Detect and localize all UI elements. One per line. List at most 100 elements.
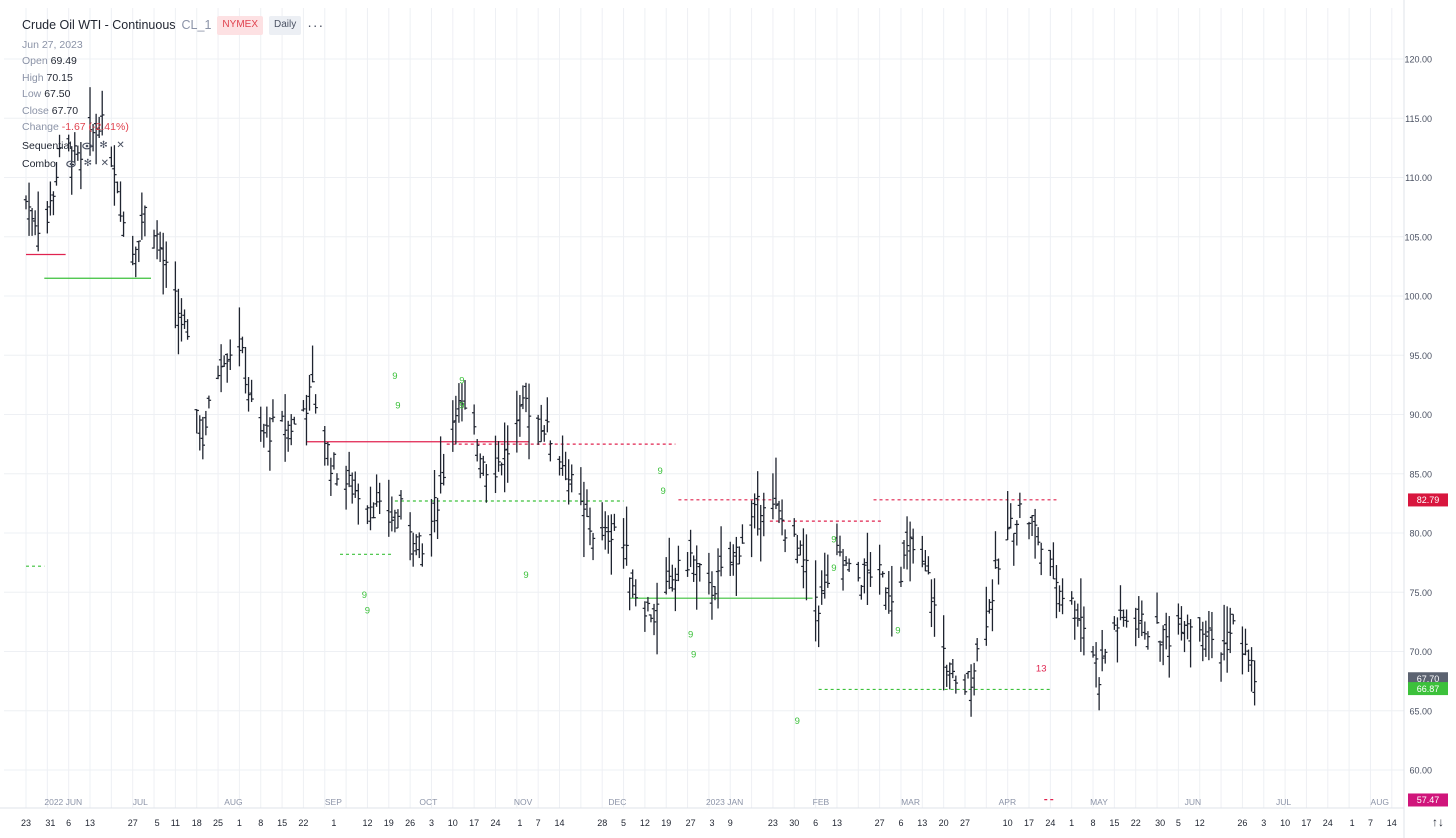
ohlc-bar <box>1142 621 1148 640</box>
gear-icon[interactable]: ✻ <box>83 158 93 169</box>
ohlc-bar <box>1032 508 1038 559</box>
ohlc-bar <box>968 664 974 717</box>
close-label: Close <box>22 104 49 117</box>
ohlc-bar <box>627 577 632 611</box>
ohlc-bar <box>910 528 916 564</box>
ohlc-bar <box>432 470 437 533</box>
ohlc-bar <box>920 535 925 568</box>
ohlc-bar <box>493 435 498 494</box>
y-tick-label: 90.00 <box>1409 410 1432 420</box>
ohlc-bar <box>1185 614 1190 640</box>
ohlc-bar <box>673 567 678 612</box>
sequential-signal: 9 <box>365 606 370 617</box>
ohlc-bar <box>441 453 446 486</box>
price-tag-bg <box>1408 672 1448 686</box>
eye-icon[interactable] <box>65 158 77 170</box>
close-icon[interactable]: ✕ <box>116 139 125 151</box>
ohlc-bar <box>389 496 395 532</box>
day-tick-label: 5 <box>155 818 160 828</box>
ohlc-bar <box>944 664 949 687</box>
ohlc-bar <box>1188 619 1193 668</box>
ohlc-bar <box>581 481 587 558</box>
indicator-combo: Combo ✻ ✕ <box>22 156 324 173</box>
ohlc-bar <box>651 603 657 636</box>
close-icon[interactable]: ✕ <box>100 158 110 169</box>
ohlc-bar <box>182 309 187 329</box>
ohlc-bar <box>1099 629 1105 672</box>
high-label: High <box>22 71 44 84</box>
ohlc-bar <box>1121 609 1126 627</box>
y-tick-label: 75.00 <box>1409 588 1432 598</box>
day-tick-label: 5 <box>621 818 626 828</box>
ohlc-bar <box>301 400 306 412</box>
ohlc-bar <box>151 229 157 249</box>
instrument-title: Crude Oil WTI - Continuous <box>22 18 176 32</box>
ohlc-bar <box>1039 542 1044 576</box>
ohlc-bar <box>779 499 785 536</box>
ohlc-bar <box>1228 607 1233 654</box>
ohlc-bar <box>1243 628 1248 656</box>
price-axis[interactable]: 120.00 115.00 110.00 105.00 100.00 95.00 90.00… <box>1404 55 1432 776</box>
ohlc-bar <box>1240 626 1245 675</box>
ohlc-bar <box>654 582 660 655</box>
ohlc-bar <box>420 543 425 567</box>
ohlc-bar <box>590 532 596 561</box>
ohlc-bar <box>816 605 821 648</box>
change-label: Change <box>22 121 59 133</box>
ohlc-bar <box>755 471 760 536</box>
ohlc-bar <box>23 195 29 210</box>
day-tick-label: 28 <box>597 818 607 828</box>
day-tick-label: 19 <box>384 818 394 828</box>
ohlc-bar <box>523 382 529 413</box>
eye-icon[interactable] <box>81 140 93 152</box>
day-tick-label: 12 <box>1195 818 1205 828</box>
ohlc-bar <box>514 390 520 453</box>
ohlc-bar <box>1115 617 1120 663</box>
ohlc-bar <box>1145 631 1151 650</box>
ohlc-bar <box>520 385 526 410</box>
exchange-badge: NYMEX <box>217 16 263 35</box>
ohlc-bar <box>1136 596 1141 639</box>
ohlc-bar <box>484 464 489 503</box>
sort-arrows-icon[interactable]: ↑↓ <box>1432 815 1444 829</box>
time-axis[interactable]: 2022 JUN JUL AUG SEP OCT NOV DEC 2023 JAN FEB MAR… <box>21 797 1397 828</box>
ohlc-bar <box>1081 606 1087 656</box>
ohlc-bar <box>313 394 318 414</box>
level-lines <box>26 253 1057 801</box>
day-tick-label: 24 <box>1323 818 1333 828</box>
ohlc-bar <box>154 220 160 260</box>
interval-badge[interactable]: Daily <box>268 16 302 35</box>
day-tick-label: 11 <box>171 818 180 828</box>
price-tag-label: 57.47 <box>1417 795 1440 805</box>
day-tick-label: 25 <box>213 818 223 828</box>
day-tick-label: 24 <box>1045 818 1055 828</box>
price-tag-bg <box>1408 682 1448 696</box>
ohlc-bar <box>475 438 480 462</box>
ohlc-bar <box>185 319 190 340</box>
day-tick-label: 3 <box>709 818 714 828</box>
indicator-name: Sequential <box>22 139 72 152</box>
gear-icon[interactable]: ✻ <box>99 139 108 151</box>
low-row: Low 67.50 <box>22 86 324 103</box>
ohlc-bar <box>26 182 32 236</box>
ohlc-bar <box>377 482 382 515</box>
ohlc-bar <box>773 457 779 510</box>
ohlc-bar <box>859 584 864 600</box>
day-tick-label: 30 <box>1155 818 1165 828</box>
ohlc-bar <box>1090 645 1096 658</box>
more-dots-icon[interactable]: ··· <box>307 17 325 33</box>
day-tick-label: 8 <box>258 818 263 828</box>
ohlc-bar <box>599 502 605 541</box>
ohlc-bar <box>715 548 721 609</box>
ohlc-bar <box>115 181 120 194</box>
ohlc-bar <box>1249 647 1254 692</box>
price-tag: 82.79 <box>1408 493 1448 507</box>
ohlc-bar <box>1176 603 1181 635</box>
ohlc-bar <box>285 420 291 452</box>
ohlc-bar <box>346 451 352 488</box>
ohlc-bar <box>1093 642 1099 688</box>
ohlc-bar <box>57 134 62 158</box>
ohlc-bar <box>194 409 199 434</box>
day-tick-label: 12 <box>362 818 372 828</box>
